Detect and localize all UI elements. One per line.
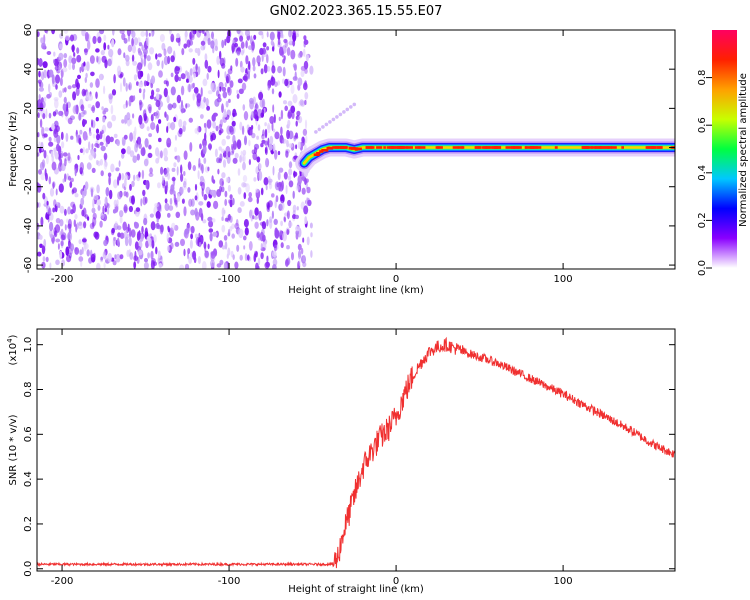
snr-panel: -200 -100 0 100 0.0 0.2 0.4 0.6 0.8 1.0 Height of… xyxy=(6,328,676,595)
signal-core xyxy=(313,146,675,156)
colorbar-tick-label: 0.4 xyxy=(697,165,708,181)
snr-ytick-label: 0.8 xyxy=(23,382,34,398)
colorbar-label: Normalized spectral amplitude xyxy=(738,73,749,227)
signal-trace xyxy=(295,138,675,173)
snr-ticks: -200 -100 0 100 0.0 0.2 0.4 0.6 0.8 1.0 xyxy=(23,329,675,587)
colorbar-tick-label: 0.6 xyxy=(697,117,708,133)
spectrogram-ytick-label: -40 xyxy=(23,218,34,234)
spectrogram-ytick-label: 40 xyxy=(23,63,34,76)
snr-frame xyxy=(36,328,676,572)
colorbar-tick-label: 0.2 xyxy=(697,212,708,228)
spectrogram-ytick-label: -20 xyxy=(23,179,34,195)
snr-xtick-label: -200 xyxy=(51,576,74,587)
spectrogram-xtick-label: 0 xyxy=(393,274,399,285)
snr-xtick-label: 0 xyxy=(393,576,399,587)
snr-ytick-label: 0.4 xyxy=(23,471,34,487)
snr-ytick-label: 0.2 xyxy=(23,516,34,532)
snr-ylabel: SNR (10 * v/v) xyxy=(8,414,19,485)
snr-ytick-label: 0.6 xyxy=(23,426,34,442)
snr-scale-suffix: ) xyxy=(8,334,19,338)
spectrogram-ylabel: Frequency (Hz) xyxy=(8,111,19,187)
snr-ytick-label: 1.0 xyxy=(23,337,34,353)
snr-scale-label: (x104) xyxy=(6,334,19,365)
snr-xtick-label: 100 xyxy=(554,576,573,587)
snr-plot xyxy=(37,336,675,569)
snr-scale-exponent: 4 xyxy=(6,338,14,343)
snr-scale-prefix: (x10 xyxy=(8,343,19,366)
spectrogram-ytick-label: 0 xyxy=(23,144,34,150)
colorbar: 0.0 0.2 0.4 0.6 0.8 Normalized spectral ampl… xyxy=(697,30,749,276)
spectrogram-plot xyxy=(37,30,675,269)
spectrogram-ytick-label: 20 xyxy=(23,102,34,115)
colorbar-gradient xyxy=(712,30,737,268)
noise-region xyxy=(37,30,314,269)
harmonic-trace xyxy=(314,102,357,134)
snr-xtick-label: -100 xyxy=(218,576,241,587)
spectrogram-ytick-label: -60 xyxy=(23,257,34,273)
spectrogram-frame xyxy=(36,29,676,270)
spectrogram-ytick-label: 60 xyxy=(23,24,34,37)
colorbar-tick-label: 0.8 xyxy=(697,70,708,86)
snr-series-line xyxy=(37,336,675,569)
snr-xlabel: Height of straight line (km) xyxy=(288,584,424,595)
colorbar-tick-label: 0.0 xyxy=(697,260,708,276)
figure-title: GN02.2023.365.15.55.E07 xyxy=(270,4,443,19)
snr-ytick-label: 0.0 xyxy=(23,561,34,577)
spectrogram-xtick-label: -100 xyxy=(218,274,241,285)
spectrogram-xlabel: Height of straight line (km) xyxy=(288,285,424,296)
spectrogram-xtick-label: 100 xyxy=(554,274,573,285)
spectrogram-xtick-label: -200 xyxy=(51,274,74,285)
colorbar-ticks: 0.0 0.2 0.4 0.6 0.8 xyxy=(697,70,712,276)
